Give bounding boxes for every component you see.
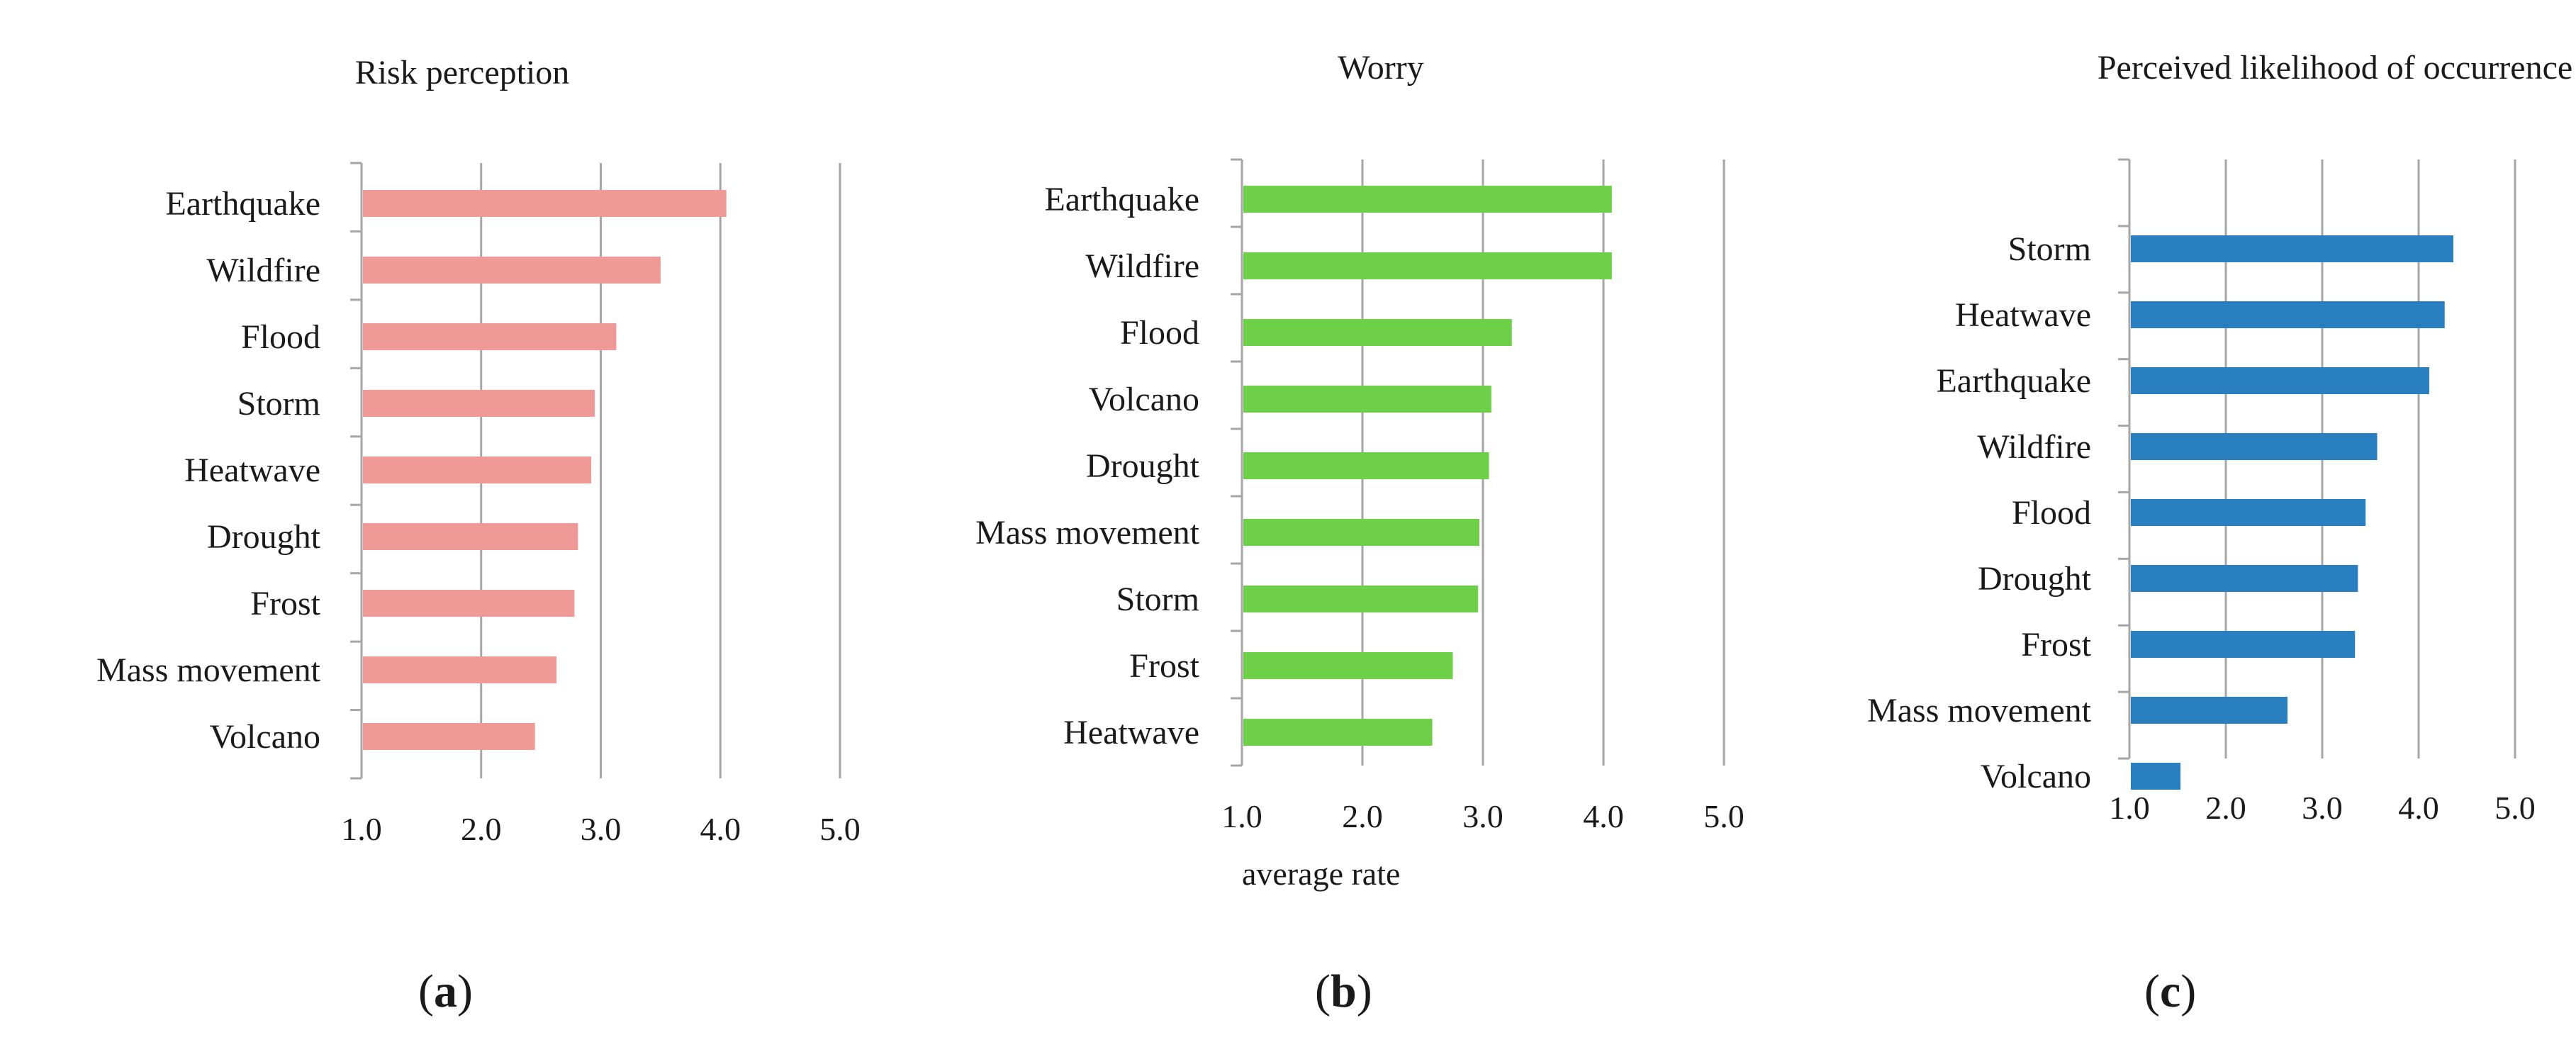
panel-b-bar [1243,386,1491,413]
panel-a-category-label: Mass movement [96,651,321,689]
panel-a-bar [363,656,557,683]
panel-c-tick-label: 3.0 [2302,790,2343,826]
panel-c-bar [2131,631,2356,658]
panel-c-tick-label: 1.0 [2109,790,2150,826]
panel-b-tick-label: 3.0 [1462,798,1503,834]
panel-c-bar [2131,301,2445,328]
panel-a-title: Risk perception [355,54,570,91]
panel-b-category-label: Mass movement [975,514,1200,552]
panel-c-category-label: Heatwave [1955,296,2091,334]
panel-b-category-label: Wildfire [1085,247,1199,285]
panel-b-title: Worry [1338,49,1423,86]
panel-a-category-label: Storm [237,385,320,422]
panel-a-bar [363,323,617,350]
panel-c-tick-label: 4.0 [2398,790,2439,826]
panel-c-bar [2131,763,2181,790]
panel-c-bar [2131,433,2378,460]
panel-a-category-label: Volcano [210,718,320,756]
panel-a-letter: (a) [418,965,473,1017]
panel-b-category-label: Earthquake [1044,181,1199,218]
panel-a-category-label: Drought [207,518,321,556]
panel-b-category-label: Frost [1129,647,1199,685]
panel-b-bar [1243,719,1433,746]
panel-a-category-label: Wildfire [206,252,320,289]
panel-a-tick-label: 5.0 [819,811,861,847]
panel-c-category-label: Storm [2008,230,2091,268]
panel-b-category-label: Storm [1116,581,1199,618]
panel-c-bar [2131,499,2366,526]
panel-a-bar [363,590,575,617]
panel-c-bar [2131,565,2358,592]
panel-c-category-label: Drought [1978,560,2092,598]
panel-b-bar [1243,452,1489,479]
panel-c-tick-label: 5.0 [2494,790,2536,826]
panel-c-category-label: Flood [2012,494,2091,532]
panel-a-category-label: Flood [241,318,320,356]
panel-c-category-label: Volcano [1981,758,2091,795]
panel-a-bar [363,257,661,284]
panel-c-category-label: Mass movement [1867,692,2092,729]
panel-b-category-label: Flood [1120,314,1199,352]
panel-b-category-label: Volcano [1089,381,1199,418]
panel-b-bar [1243,586,1479,612]
panel-a-tick-label: 3.0 [581,811,622,847]
panel-a-bar [363,523,578,550]
panel-c-category-label: Earthquake [1936,362,2091,400]
panel-a-bar [363,723,535,750]
panel-a-tick-label: 4.0 [700,811,741,847]
panel-b-tick-label: 1.0 [1221,798,1262,834]
panel-a-category-label: Earthquake [165,185,320,223]
panel-c-tick-label: 2.0 [2205,790,2246,826]
panel-b-bar [1243,652,1453,679]
panel-c-category-label: Wildfire [1977,428,2091,466]
panel-b-tick-label: 5.0 [1703,798,1745,834]
panel-b-tick-label: 2.0 [1342,798,1383,834]
panel-a-bar [363,457,591,483]
panel-c-category-label: Frost [2021,626,2091,664]
panel-b-letter: (b) [1315,965,1372,1017]
panel-b-bar [1243,519,1479,546]
panel-b-bar [1243,186,1612,213]
panel-a-category-label: Heatwave [184,452,320,489]
panel-b-category-label: Drought [1086,447,1200,485]
panel-a-bar [363,390,595,417]
panel-c-bar [2131,235,2453,262]
panel-c-letter: (c) [2144,965,2196,1017]
panel-c-title: Perceived likelihood of occurrence [2098,49,2572,86]
panel-b-bar [1243,319,1512,346]
panel-a-tick-label: 1.0 [341,811,382,847]
panel-c-bar [2131,367,2429,394]
panel-a-tick-label: 2.0 [461,811,502,847]
panel-a-category-label: Frost [250,585,320,622]
panel-b-tick-label: 4.0 [1583,798,1624,834]
panel-b-x-axis-label: average rate [1242,856,1400,892]
panel-b-bar [1243,252,1612,279]
panel-a-bar [363,190,727,217]
panel-c-bar [2131,697,2288,724]
panel-b-category-label: Heatwave [1063,714,1199,751]
